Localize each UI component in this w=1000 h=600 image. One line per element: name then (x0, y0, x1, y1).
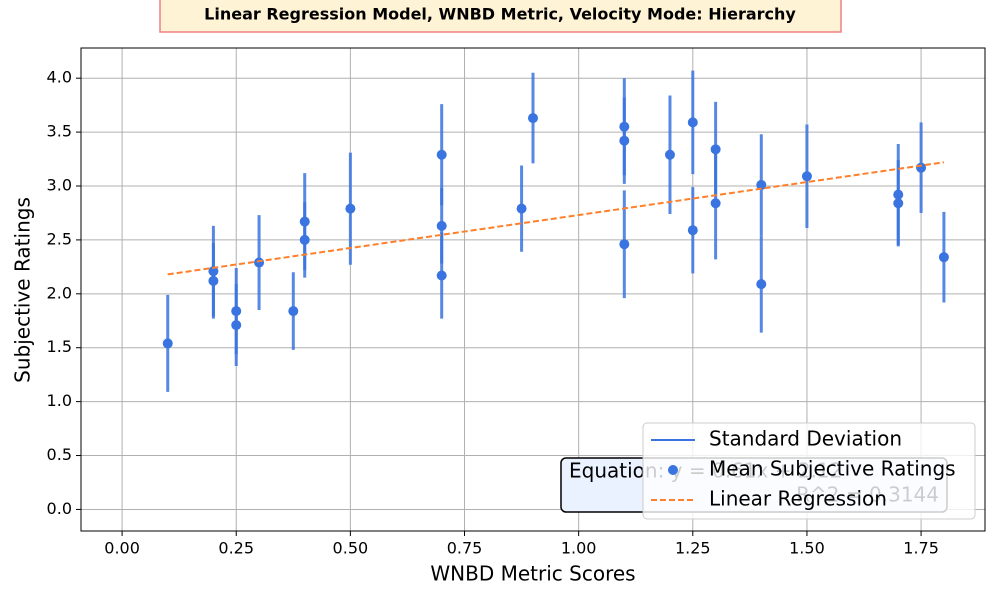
data-point (893, 198, 904, 209)
data-point (299, 234, 310, 245)
y-tick-label: 0.0 (47, 499, 72, 518)
title-box (159, 0, 842, 33)
y-axis-label: Subjective Ratings (11, 197, 35, 383)
data-point (516, 203, 527, 214)
data-point (710, 144, 721, 155)
data-point (162, 338, 173, 349)
y-tick-label: 1.5 (47, 337, 72, 356)
x-tick-label: 1.50 (789, 539, 825, 558)
data-point (619, 135, 630, 146)
data-point (436, 220, 447, 231)
data-point (619, 121, 630, 132)
data-point (687, 225, 698, 236)
data-point (345, 203, 356, 214)
y-tick-label: 2.5 (47, 229, 72, 248)
data-point (938, 252, 949, 263)
axes-frame (80, 47, 986, 532)
data-point (299, 216, 310, 227)
chart-title: Linear Regression Model, WNBD Metric, Ve… (204, 5, 796, 24)
data-point (208, 275, 219, 286)
data-point (288, 306, 299, 317)
data-point (687, 117, 698, 128)
data-point (619, 239, 630, 250)
legend-label: Mean Subjective Ratings (709, 457, 956, 481)
x-tick-label: 0.25 (218, 539, 254, 558)
legend-label: Standard Deviation (709, 427, 902, 451)
y-tick-label: 2.0 (47, 283, 72, 302)
data-point (231, 320, 242, 331)
legend-box (642, 422, 976, 520)
legend-symbol (668, 465, 678, 475)
x-axis-label: WNBD Metric Scores (430, 562, 635, 586)
x-tick-label: 0.50 (333, 539, 369, 558)
x-tick-label: 1.00 (561, 539, 597, 558)
regression-line (167, 161, 945, 276)
data-point (893, 189, 904, 200)
data-point (254, 257, 265, 268)
data-point (436, 149, 447, 160)
y-tick-label: 3.5 (47, 122, 72, 141)
y-tick-label: 0.5 (47, 445, 72, 464)
y-tick-label: 3.0 (47, 176, 72, 195)
y-tick-label: 1.0 (47, 391, 72, 410)
data-point (664, 149, 675, 160)
data-point (710, 198, 721, 209)
data-point (436, 270, 447, 281)
data-point (208, 266, 219, 277)
y-tick-label: 4.0 (47, 68, 72, 87)
data-point (231, 306, 242, 317)
legend-label: Linear Regression (709, 487, 887, 511)
x-tick-label: 0.75 (447, 539, 483, 558)
data-point (916, 162, 927, 173)
data-point (528, 113, 538, 124)
data-point (756, 179, 767, 190)
x-tick-label: 1.75 (903, 539, 939, 558)
x-tick-label: 1.25 (675, 539, 711, 558)
x-tick-label: 0.00 (104, 539, 140, 558)
data-point (801, 171, 812, 182)
data-point (756, 279, 767, 290)
